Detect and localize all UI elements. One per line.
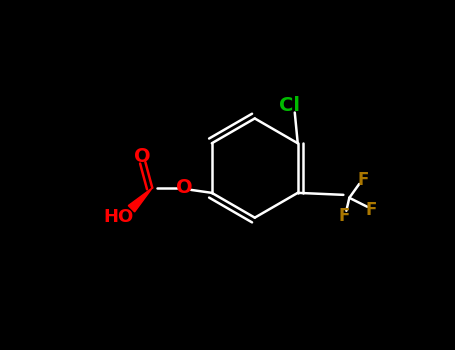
Text: O: O [176,178,192,197]
Polygon shape [128,188,152,212]
Text: O: O [134,147,151,166]
Text: F: F [358,171,369,189]
Text: Cl: Cl [279,96,300,115]
Text: F: F [365,201,377,219]
Text: F: F [339,206,350,225]
Text: HO: HO [103,208,134,226]
